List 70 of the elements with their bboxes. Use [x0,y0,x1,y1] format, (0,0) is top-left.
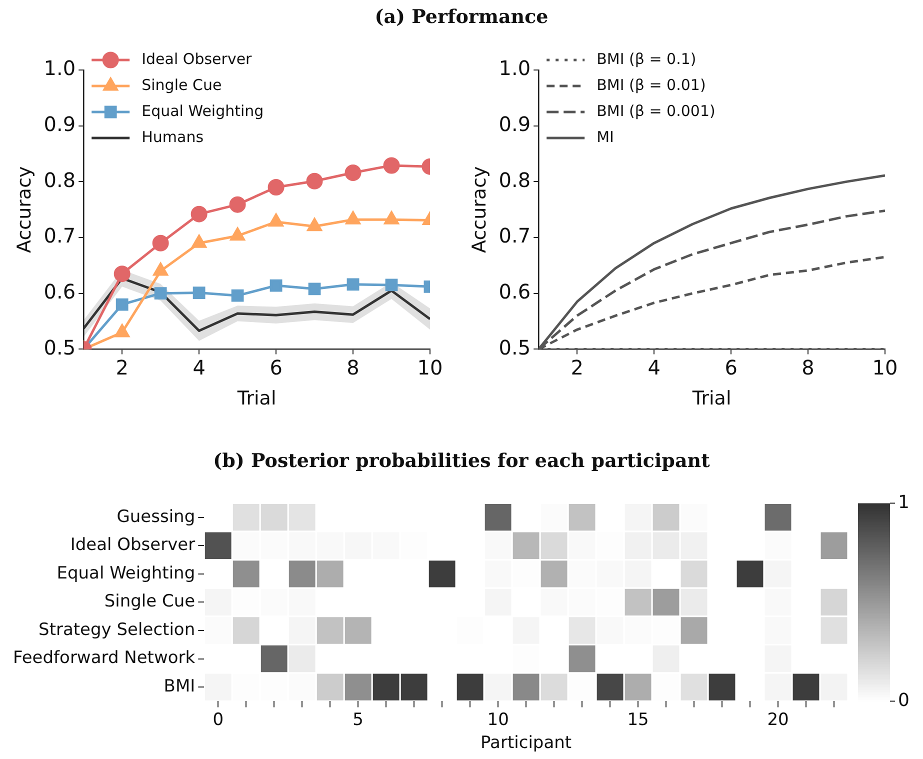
point [308,282,321,296]
chart-title: (a) Performance [374,6,550,28]
y-tick-label: Ideal Observer [70,535,196,556]
x-tick-label: 4 [648,355,660,380]
x-tick-label: 15 [627,710,649,730]
legend-label: BMI (β = 0.1) [596,50,696,68]
x-axis-title: Trial [691,388,732,410]
x-axis-title: Participant [480,733,572,754]
x-tick-label: 20 [767,710,789,730]
point [268,214,284,227]
y-tick-label: BMI [164,676,196,696]
color-bar-label: 0 [898,690,910,711]
y-tick-label: 0.7 [498,224,531,248]
x-tick-label: 4 [192,355,206,380]
legend-label: Ideal Observer [142,50,253,68]
point [306,172,323,190]
x-tick-label: 8 [346,355,360,380]
y-tick-label: Guessing [116,506,196,527]
legend-label: MI [596,128,614,146]
point [270,279,282,292]
point [230,228,245,241]
point [152,234,169,252]
x-axis-title: Trial [236,388,276,410]
x-tick-label: 10 [487,710,509,730]
y-tick-label: 0.5 [44,335,76,360]
y-tick-label: 0.6 [498,280,531,304]
point [190,206,208,222]
point [231,289,244,302]
y-tick-label: 0.6 [44,280,76,304]
color-bar-label: 1 [898,492,910,513]
y-tick-label: 0.5 [498,335,531,360]
point [346,278,360,291]
y-tick-label: 0.9 [498,112,531,136]
point [385,278,398,292]
x-tick-label: 10 [872,355,898,380]
x-tick-label: 8 [802,355,814,380]
point [344,164,362,181]
y-tick-label: 0.9 [44,112,76,136]
x-tick-label: 6 [724,355,738,380]
x-tick-label: 0 [212,710,224,730]
point [154,287,167,300]
y-tick-label: Feedforward Network [12,648,196,668]
y-axis-title: Accuracy [13,166,36,253]
y-tick-label: 0.8 [498,168,531,192]
x-tick-label: 6 [270,355,282,380]
legend-label: Equal Weighting [142,102,264,120]
y-axis-title: Accuracy [468,166,490,253]
point [229,196,246,213]
x-tick-label: 5 [352,710,364,730]
x-tick-label: 2 [570,355,584,380]
legend-label: BMI (β = 0.001) [596,102,716,120]
point [116,298,128,311]
legend-label: Single Cue [142,76,222,94]
point [268,179,284,196]
legend-label: BMI (β = 0.01) [596,76,706,94]
x-tick-label: 2 [116,355,128,380]
chart-title: (b) Posterior probabilities for each participant [212,450,711,472]
y-tick-label: Strategy Selection [38,620,196,640]
y-tick-label: 0.7 [44,224,76,248]
y-tick-label: 0.8 [44,168,76,192]
y-tick-label: 1.0 [44,56,76,80]
y-tick-label: 1.0 [498,56,531,80]
point [192,286,206,299]
point [383,157,400,174]
legend-label: Humans [142,128,204,146]
x-tick-label: 10 [417,355,443,380]
point [114,266,130,282]
y-tick-label: Equal Weighting [56,563,196,584]
y-tick-label: Single Cue [104,592,196,612]
point [307,218,322,232]
